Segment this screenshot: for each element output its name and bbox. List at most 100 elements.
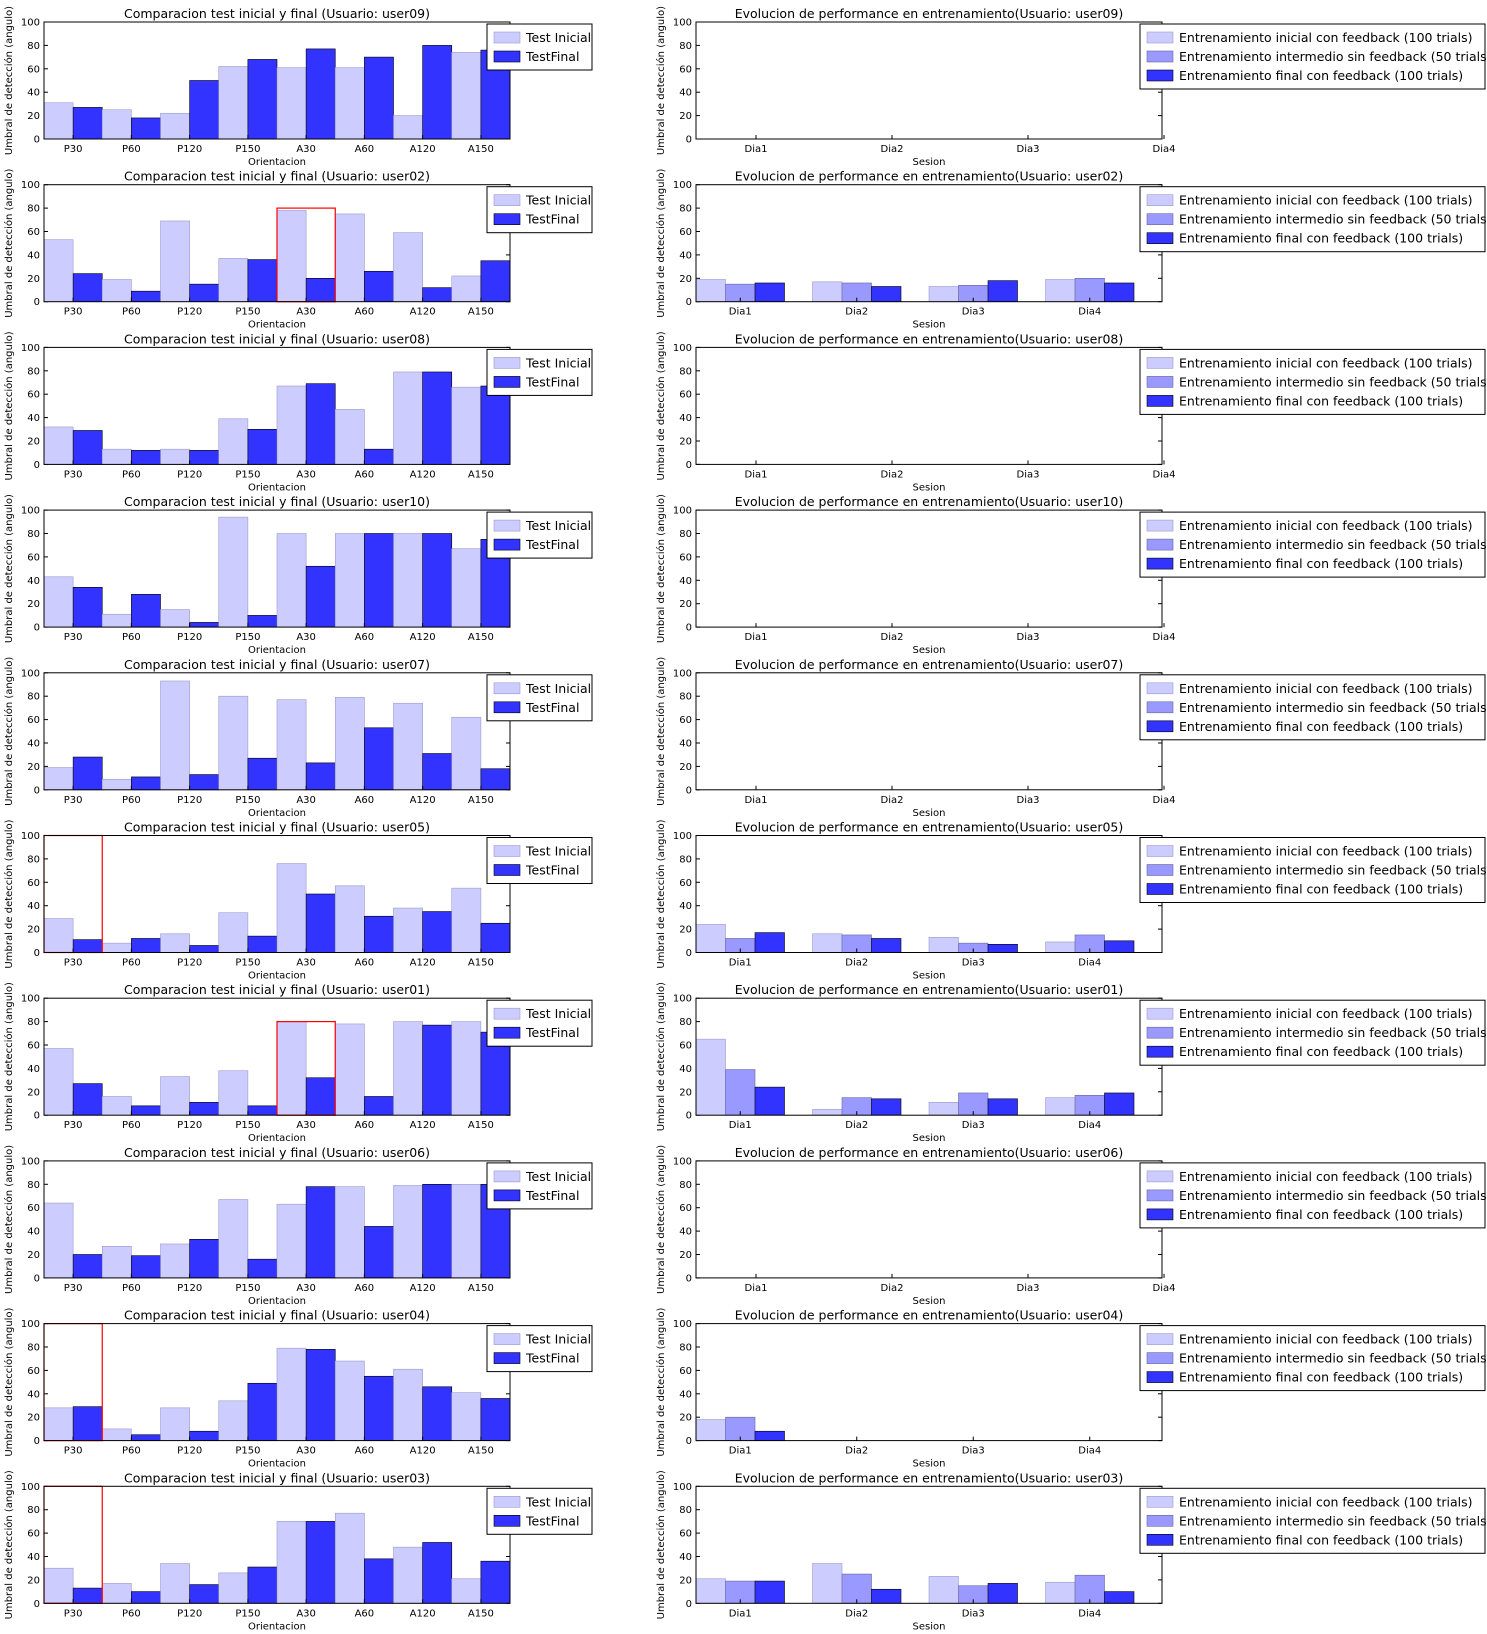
legend-label: Entrenamiento final con feedback (100 tr… [1179,68,1463,83]
legend-label: TestFinal [525,1025,579,1040]
bar-P60-final [131,117,161,140]
legend-box [486,23,593,71]
x-tick-label: A120 [410,144,436,155]
y-tick-label: 20 [27,1250,40,1261]
x-tick-label: Dia2 [845,1608,868,1619]
legend: Entrenamiento inicial con feedback (100 … [1139,23,1487,90]
bar-Dia3-series3 [987,1583,1018,1604]
x-tick-label: A150 [468,144,494,155]
y-axis-label: Umbral de detección (angulo) [3,6,15,155]
y-tick-label: 100 [21,180,40,191]
bar-A150-inicial [451,386,482,465]
y-tick-label: 60 [679,552,692,563]
comparison-chart-9: Comparacion test inicial y final (Usuari… [3,1307,593,1470]
x-tick-label: Dia4 [1078,1446,1101,1457]
legend-label: Entrenamiento inicial con feedback (100 … [1179,518,1473,533]
bar-P30-final [72,1587,103,1604]
bar-P30-inicial [43,1407,74,1441]
x-tick-label: A60 [355,144,375,155]
y-tick-label: 100 [21,18,40,29]
plot-frame [43,835,511,953]
y-tick-label: 60 [679,715,692,726]
legend-box [1139,348,1486,415]
x-tick-label: P120 [177,469,202,480]
chart-title: Comparacion test inicial y final (Usuari… [124,1145,430,1160]
bar-P30-inicial [43,1048,74,1116]
legend-box [486,1487,593,1535]
y-tick-label: 40 [27,1064,40,1075]
legend-box [1139,511,1486,578]
y-axis-label: Umbral de detección (angulo) [655,331,667,480]
plot-frame [695,346,1163,465]
bar-P150-final [247,1105,278,1116]
y-tick-label: 80 [679,366,692,377]
x-tick-label: P30 [64,307,83,318]
legend: Test Inicial TestFinal [486,348,593,396]
bar-A30-final [305,1349,336,1441]
bar-Dia4-series3 [1104,282,1135,303]
x-tick-label: A60 [355,958,375,969]
bar-P120-inicial [160,1407,190,1441]
bar-P60-final [131,776,161,791]
y-tick-label: 100 [673,18,692,29]
legend-swatch [1146,69,1174,82]
bar-Dia3-series1 [928,1102,959,1116]
y-tick-label: 100 [673,668,692,679]
y-tick-label: 100 [673,1319,692,1330]
legend-label: Entrenamiento intermedio sin feedback (5… [1179,1025,1487,1040]
bar-Dia4-series1 [1045,941,1076,953]
bar-Dia4-series1 [1045,1581,1076,1604]
x-tick-label: Dia4 [1153,632,1176,643]
y-tick-label: 100 [21,343,40,354]
y-axis-label: Umbral de detección (angulo) [3,494,15,643]
y-tick-label: 100 [21,668,40,679]
x-tick-label: P150 [235,1283,260,1294]
legend-swatch [493,357,521,369]
bar-P120-inicial [160,220,190,303]
y-tick-label: 40 [679,413,692,424]
bar-P30-inicial [43,918,74,953]
bar-A150-inicial [451,548,482,628]
x-tick-label: Dia3 [962,958,985,969]
y-tick-label: 80 [679,529,692,540]
legend: Entrenamiento inicial con feedback (100 … [1139,674,1487,741]
comparison-chart-1: Comparacion test inicial y final (Usuari… [3,6,593,168]
y-tick-label: 0 [34,297,40,308]
x-tick-label: Dia4 [1078,1608,1101,1619]
x-axis-label: Orientacion [248,808,306,819]
x-tick-label: A30 [296,144,316,155]
bar-A60-inicial [334,1186,365,1279]
bar-P60-inicial [101,613,132,628]
training-chart-7: Evolucion de performance en entrenamient… [655,982,1487,1144]
bar-A60-final [364,448,394,465]
bar-A120-inicial [393,232,423,302]
bar-A120-final [422,1184,453,1279]
bar-P60-inicial [101,279,132,303]
bar-A30-final [305,565,336,628]
legend-label: TestFinal [525,1351,579,1366]
x-tick-label: A30 [296,1283,316,1294]
x-tick-label: Dia1 [745,795,768,806]
y-tick-label: 40 [679,88,692,99]
bar-Dia3-series3 [987,1098,1018,1116]
legend-box [486,511,593,559]
y-tick-label: 80 [27,854,40,865]
y-tick-label: 60 [679,64,692,75]
x-tick-label: A120 [410,958,436,969]
y-tick-label: 0 [686,623,692,634]
y-tick-label: 100 [673,1156,692,1167]
legend: Test Inicial TestFinal [486,186,593,234]
y-tick-label: 0 [34,1273,40,1284]
bar-A120-final [422,1386,453,1441]
x-axis-label: Sesion [913,971,946,982]
x-axis-label: Sesion [913,1133,946,1144]
legend-swatch [493,1352,521,1364]
legend-label: TestFinal [525,1513,579,1528]
y-axis-label: Umbral de detección (angulo) [3,1307,15,1456]
bar-A30-inicial [276,699,307,791]
bar-A120-final [422,911,453,953]
y-tick-label: 40 [679,1389,692,1400]
legend-swatch [493,845,521,857]
x-tick-label: P30 [64,144,83,155]
comparison-chart-7: Comparacion test inicial y final (Usuari… [3,982,593,1144]
